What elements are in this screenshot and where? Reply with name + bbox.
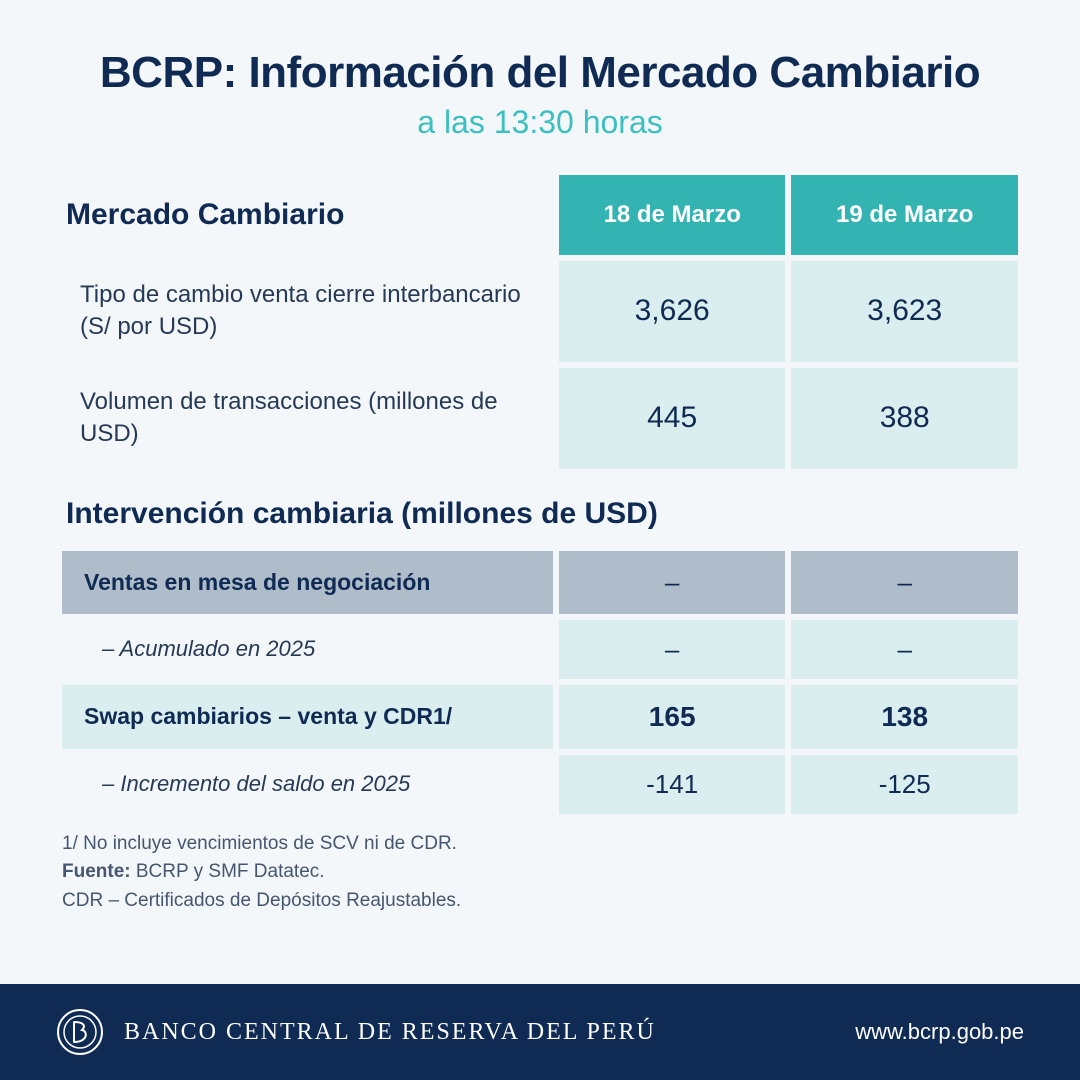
row-label-volume: Volumen de transacciones (millones de US… xyxy=(62,368,553,469)
fx-market-table: Mercado Cambiario 18 de Marzo 19 de Marz… xyxy=(56,169,1024,820)
cell-value: -125 xyxy=(791,755,1018,814)
row-label-swap-increment: – Incremento del saldo en 2025 xyxy=(62,755,553,814)
footnote-source-value: BCRP y SMF Datatec. xyxy=(131,861,325,882)
table-row: Tipo de cambio venta cierre interbancari… xyxy=(62,261,1018,362)
table-row: Volumen de transacciones (millones de US… xyxy=(62,368,1018,469)
row-label-swap: Swap cambiarios – venta y CDR1/ xyxy=(62,685,553,749)
page-subtitle: a las 13:30 horas xyxy=(56,104,1024,141)
footnote-source-label: Fuente: xyxy=(62,861,131,882)
row-label-exchange-rate: Tipo de cambio venta cierre interbancari… xyxy=(62,261,553,362)
cell-value: -141 xyxy=(559,755,786,814)
section-heading-market: Mercado Cambiario xyxy=(62,175,553,255)
cell-value: 3,626 xyxy=(559,261,786,362)
cell-value: – xyxy=(791,551,1018,614)
date-header-2: 19 de Marzo xyxy=(791,175,1018,255)
footer-bar: BANCO CENTRAL DE RESERVA DEL PERÚ www.bc… xyxy=(0,984,1080,1080)
row-label-sales-accum: – Acumulado en 2025 xyxy=(62,620,553,679)
cell-value: 445 xyxy=(559,368,786,469)
footnote-line: Fuente: BCRP y SMF Datatec. xyxy=(62,858,1024,887)
footnotes: 1/ No incluye vencimientos de SCV ni de … xyxy=(56,830,1024,916)
footnote-line: CDR – Certificados de Depósitos Reajusta… xyxy=(62,887,1024,916)
bcrp-logo-icon xyxy=(56,1008,104,1056)
table-header-row: Mercado Cambiario 18 de Marzo 19 de Marz… xyxy=(62,175,1018,255)
section-heading-intervention: Intervención cambiaria (millones de USD) xyxy=(62,475,1018,545)
cell-value: 138 xyxy=(791,685,1018,749)
page-title: BCRP: Información del Mercado Cambiario xyxy=(56,48,1024,98)
table-row: – Acumulado en 2025 – – xyxy=(62,620,1018,679)
cell-value: 3,623 xyxy=(791,261,1018,362)
cell-value: 165 xyxy=(559,685,786,749)
page: BCRP: Información del Mercado Cambiario … xyxy=(0,0,1080,1080)
row-label-sales: Ventas en mesa de negociación xyxy=(62,551,553,614)
cell-value: – xyxy=(559,620,786,679)
footnote-line: 1/ No incluye vencimientos de SCV ni de … xyxy=(62,830,1024,859)
date-header-1: 18 de Marzo xyxy=(559,175,786,255)
footer-bank-name: BANCO CENTRAL DE RESERVA DEL PERÚ xyxy=(124,1019,656,1046)
table-row: – Incremento del saldo en 2025 -141 -125 xyxy=(62,755,1018,814)
table-row: Swap cambiarios – venta y CDR1/ 165 138 xyxy=(62,685,1018,749)
footer-url: www.bcrp.gob.pe xyxy=(855,1019,1024,1045)
table-row: Ventas en mesa de negociación – – xyxy=(62,551,1018,614)
cell-value: 388 xyxy=(791,368,1018,469)
cell-value: – xyxy=(791,620,1018,679)
cell-value: – xyxy=(559,551,786,614)
section-row: Intervención cambiaria (millones de USD) xyxy=(62,475,1018,545)
